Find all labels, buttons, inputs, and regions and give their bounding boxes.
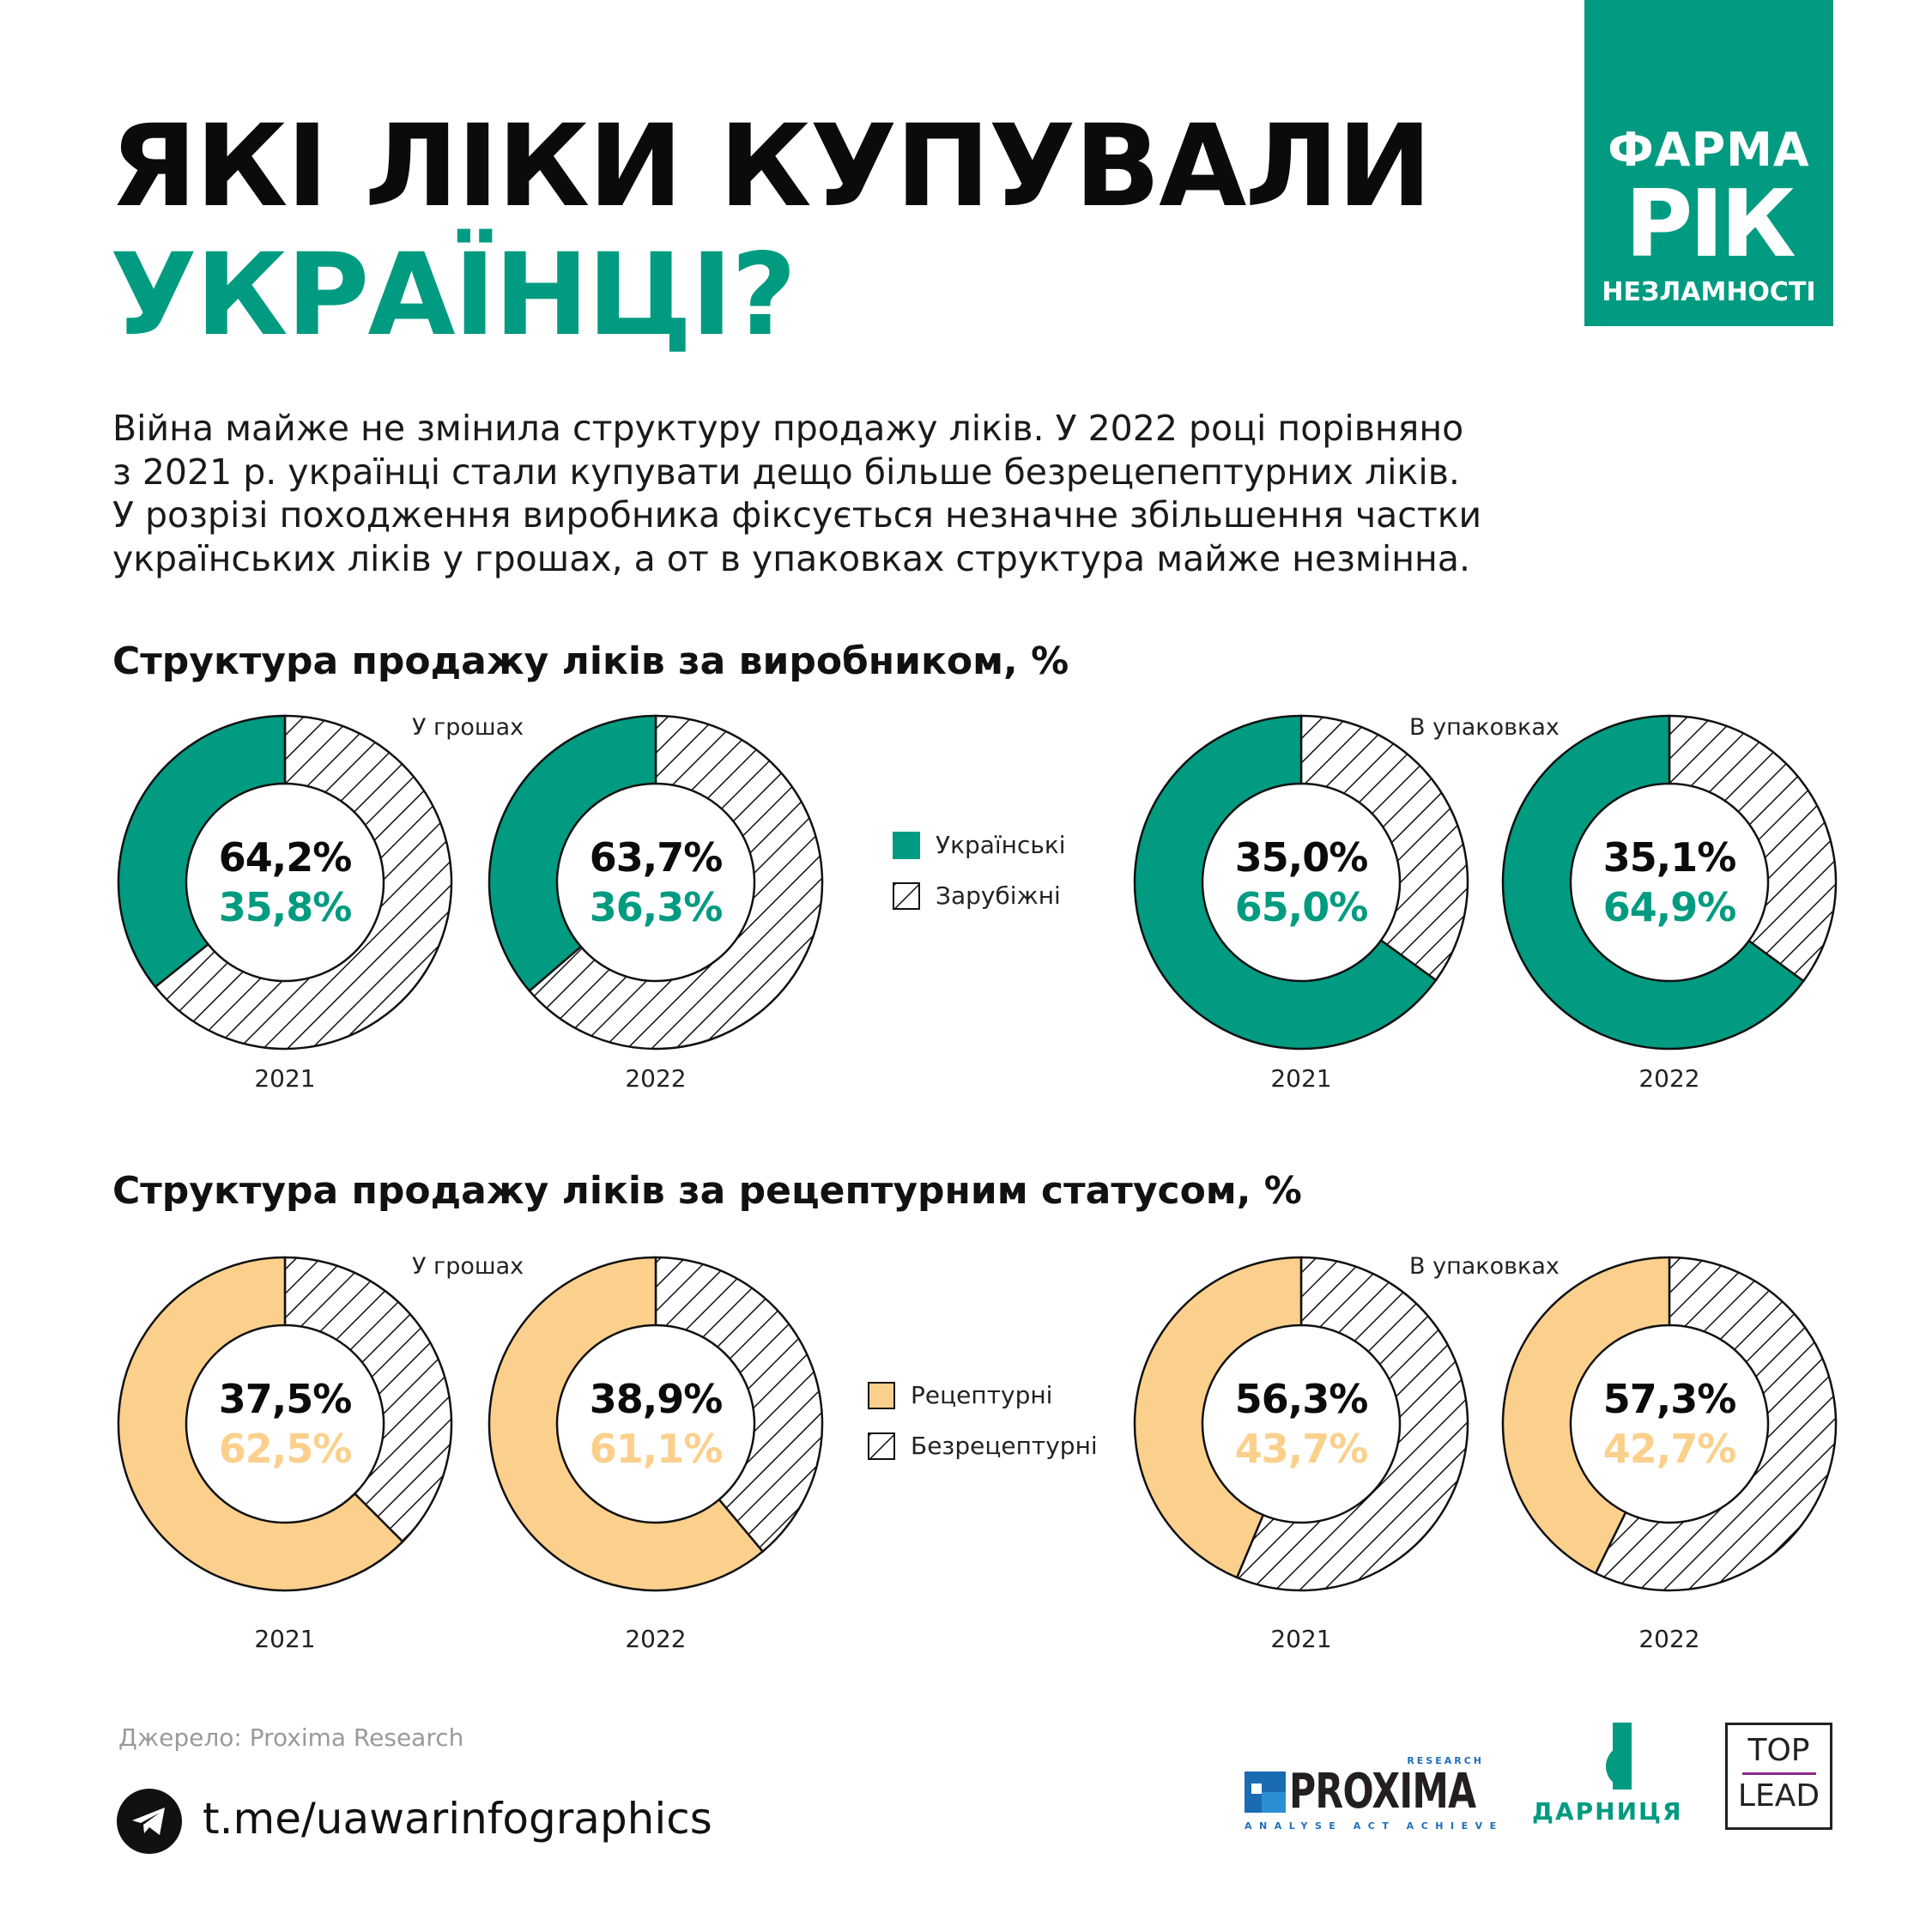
group-label-packages: В упаковках (1409, 714, 1560, 741)
legend-label: Безрецептурні (911, 1432, 1098, 1460)
toplead-line2: LEAD (1737, 1778, 1820, 1814)
proxima-name: PROXIMA (1289, 1764, 1476, 1820)
year-label: 2022 (1638, 1064, 1700, 1093)
intro-line: з 2021 р. українці стали купувати дещо б… (112, 451, 1460, 493)
value-label-hatched: 38,9% (589, 1376, 724, 1422)
donut-slice-teal (1501, 714, 1805, 1051)
year-label: 2021 (254, 1625, 316, 1653)
value-label-colored: 43,7% (1234, 1426, 1369, 1472)
intro-line: Війна майже не змінила структуру продажу… (112, 408, 1464, 449)
group-label-packages: В упаковках (1409, 1253, 1560, 1280)
legend-label: Рецептурні (911, 1381, 1053, 1409)
darnitsa-d-icon (1606, 1723, 1632, 1790)
swatch-teal (893, 831, 920, 859)
value-label-hatched: 64,2% (218, 834, 353, 881)
logo-line-1: ФАРМА (1608, 123, 1810, 177)
donut-slice-yellow (1501, 1256, 1671, 1575)
group-label-money: У грошах (412, 714, 524, 741)
group-label-money: У грошах (412, 1253, 524, 1280)
chart-1-title: Структура продажу ліків за виробником, % (112, 639, 1069, 683)
donut-slice-hatched (1235, 1256, 1469, 1592)
source-note: Джерело: Proxima Research (118, 1723, 464, 1752)
swatch-yellow (868, 1381, 895, 1409)
logo-line-2: РІК (1625, 171, 1796, 278)
value-label-hatched: 57,3% (1602, 1376, 1737, 1422)
donut-slice-yellow (1133, 1256, 1303, 1579)
legend-item-foreign: Зарубіжні (893, 881, 1066, 910)
value-label-colored: 35,8% (218, 884, 353, 930)
value-label-hatched: 35,1% (1602, 834, 1737, 881)
telegram-icon[interactable] (117, 1789, 182, 1854)
donut-slice-hatched (154, 714, 453, 1051)
donut-slice-teal (117, 714, 287, 989)
year-label: 2022 (1638, 1625, 1700, 1653)
legend-item-ukrainian: Українські (893, 831, 1066, 859)
proxima-sub: RESEARCH (1407, 1755, 1484, 1766)
value-label-colored: 64,9% (1602, 884, 1737, 930)
value-label-hatched: 56,3% (1234, 1376, 1369, 1422)
swatch-hatched (868, 1432, 895, 1460)
proxima-tagline: ANALYSE ACT ACHIEVE (1245, 1820, 1504, 1832)
value-label-hatched: 63,7% (589, 834, 724, 881)
value-label-colored: 36,3% (589, 884, 724, 930)
donut-slice-hatched (654, 1256, 824, 1553)
title-line-2: УКРАЇНЦІ? (110, 229, 796, 361)
proxima-logo: RESEARCH PROXIMA ANALYSE ACT ACHIEVE (1245, 1755, 1496, 1835)
logo-line-3: НЕЗЛАМНОСТІ (1602, 277, 1816, 307)
legend-2: Рецептурні Безрецептурні (868, 1381, 1098, 1460)
legend-1: Українські Зарубіжні (893, 831, 1066, 910)
title-line-1: ЯКІ ЛІКИ КУПУВАЛИ (110, 100, 1432, 233)
year-label: 2022 (625, 1625, 687, 1653)
darnitsa-logo: ДАРНИЦЯ (1532, 1721, 1683, 1832)
toplead-divider (1741, 1772, 1816, 1775)
value-label-colored: 61,1% (589, 1426, 724, 1472)
donut-slice-hatched (528, 714, 824, 1051)
year-label: 2021 (1270, 1625, 1332, 1653)
year-label: 2022 (625, 1064, 687, 1093)
telegram-link[interactable]: t.me/uawarinfographics (203, 1794, 712, 1844)
donut-slice-hatched (1299, 714, 1469, 982)
legend-item-prescription: Рецептурні (868, 1381, 1098, 1409)
donut-slice-yellow (117, 1256, 404, 1592)
donut-slice-teal (1133, 714, 1438, 1051)
farma-rik-logo: ФАРМА РІК НЕЗЛАМНОСТІ (1584, 0, 1833, 326)
chart-2-title: Структура продажу ліків за рецептурним с… (112, 1169, 1302, 1213)
year-label: 2021 (254, 1064, 316, 1093)
legend-label: Українські (936, 831, 1066, 859)
intro-line: У розрізі походження виробника фіксуєтьс… (112, 494, 1482, 536)
year-label: 2021 (1270, 1064, 1332, 1093)
donut-slice-hatched (283, 1256, 453, 1543)
intro-line: українських ліків у грошах, а от в упако… (112, 537, 1471, 579)
value-label-hatched: 37,5% (218, 1376, 353, 1422)
swatch-hatched (893, 881, 920, 910)
donut-slice-hatched (1668, 714, 1838, 983)
value-label-colored: 42,7% (1602, 1426, 1737, 1472)
toplead-logo: TOP LEAD (1725, 1723, 1832, 1830)
darnitsa-name: ДАРНИЦЯ (1532, 1797, 1683, 1826)
legend-label: Зарубіжні (936, 881, 1061, 910)
legend-item-otc: Безрецептурні (868, 1432, 1098, 1460)
toplead-line1: TOP (1747, 1733, 1810, 1768)
value-label-colored: 65,0% (1234, 884, 1369, 930)
value-label-colored: 62,5% (218, 1426, 353, 1472)
proxima-square-icon (1245, 1772, 1286, 1813)
donut-slice-teal (488, 714, 657, 993)
donut-slice-yellow (488, 1256, 765, 1592)
donut-slice-hatched (1594, 1256, 1838, 1592)
value-label-hatched: 35,0% (1234, 834, 1369, 881)
intro-paragraph: Війна майже не змінила структуру продажу… (112, 407, 1481, 580)
